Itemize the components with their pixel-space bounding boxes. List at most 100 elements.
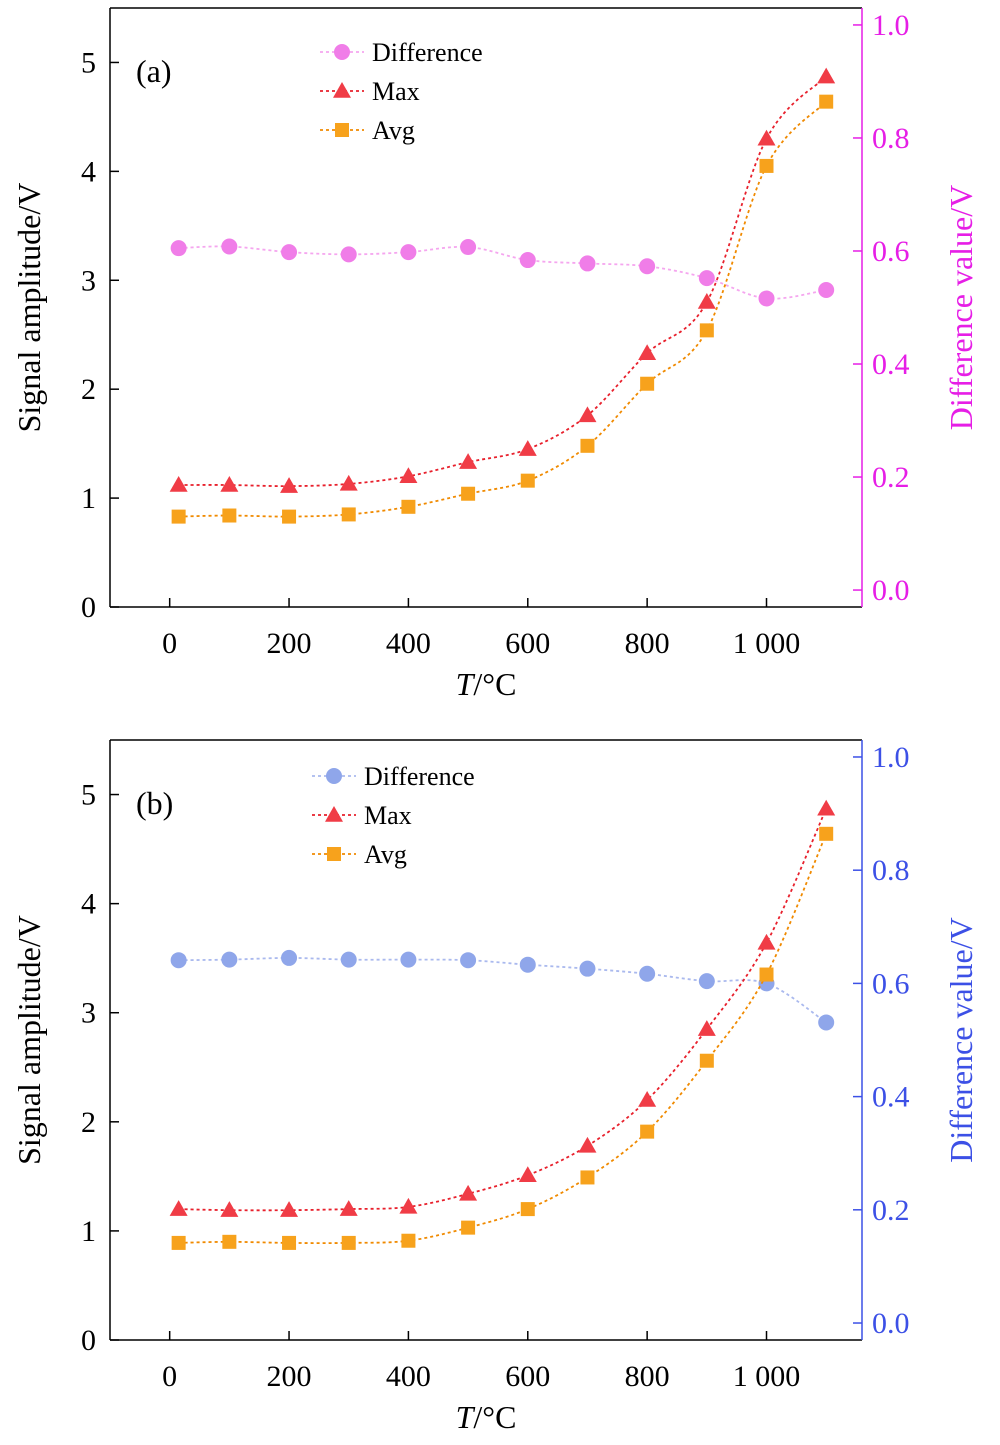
y2-tick-label: 1.0 bbox=[872, 9, 910, 42]
data-point-difference bbox=[221, 238, 238, 255]
legend-label: Difference bbox=[364, 762, 475, 791]
data-point-max bbox=[399, 467, 418, 484]
series-difference bbox=[170, 238, 835, 307]
series-avg bbox=[171, 826, 834, 1250]
y2-axis-title: Difference value/V bbox=[943, 917, 979, 1163]
data-point-max bbox=[697, 293, 716, 309]
y-tick-label: 2 bbox=[81, 1106, 96, 1139]
data-point-difference bbox=[340, 246, 357, 263]
data-point-avg bbox=[282, 509, 297, 524]
y2-tick-label: 0.4 bbox=[872, 348, 910, 381]
data-point-avg bbox=[520, 473, 535, 488]
data-point-difference bbox=[639, 258, 656, 275]
x-tick-label: 0 bbox=[162, 1360, 177, 1393]
data-point-max bbox=[169, 1200, 188, 1216]
legend-marker-max bbox=[333, 82, 351, 98]
chart-panel-b: 0 200 400 600 800 1 000 0 1 2 3 4 5 0.0 0.2 0.4 0.6 0.8 1… bbox=[11, 739, 979, 1435]
y2-tick-label: 0.8 bbox=[872, 854, 910, 887]
series-line-avg bbox=[178, 833, 828, 1245]
data-point-difference bbox=[281, 949, 298, 966]
data-point-difference bbox=[818, 281, 835, 298]
y2-axis-title: Difference value/V bbox=[943, 185, 979, 431]
data-point-max bbox=[697, 1020, 716, 1036]
data-point-avg bbox=[640, 376, 655, 391]
data-point-max bbox=[757, 129, 776, 146]
x-tick-label: 1 000 bbox=[733, 627, 801, 660]
x-tick-label: 600 bbox=[505, 627, 550, 660]
data-point-difference bbox=[579, 255, 596, 272]
y2-tick-label: 0.0 bbox=[872, 574, 910, 607]
data-point-difference bbox=[460, 952, 477, 969]
y2-tick-label: 1.0 bbox=[872, 741, 910, 774]
y-tick-label: 2 bbox=[81, 373, 96, 406]
x-tick-label: 800 bbox=[625, 1360, 670, 1393]
data-point-difference bbox=[519, 956, 536, 973]
data-point-avg bbox=[819, 94, 834, 109]
series-avg bbox=[171, 94, 834, 524]
data-point-max bbox=[280, 1201, 299, 1217]
data-point-max bbox=[518, 440, 537, 456]
data-point-avg bbox=[401, 499, 416, 514]
y2-tick-label: 0.6 bbox=[872, 967, 910, 1000]
series-line-max bbox=[178, 75, 827, 488]
data-point-max bbox=[339, 474, 358, 491]
data-point-difference bbox=[460, 239, 477, 256]
data-point-avg bbox=[282, 1235, 297, 1250]
data-point-max bbox=[578, 1136, 597, 1153]
data-point-avg bbox=[699, 323, 714, 338]
data-point-avg bbox=[759, 967, 774, 982]
data-point-avg bbox=[341, 1235, 356, 1250]
data-point-difference bbox=[170, 240, 187, 257]
y-tick-label: 5 bbox=[81, 779, 96, 812]
data-point-avg bbox=[222, 1234, 237, 1249]
data-point-avg bbox=[171, 1235, 186, 1250]
legend-label: Avg bbox=[364, 840, 407, 869]
data-point-avg bbox=[699, 1053, 714, 1068]
data-point-avg bbox=[222, 508, 237, 523]
y-tick-label: 1 bbox=[81, 1215, 96, 1248]
series-line-difference bbox=[178, 245, 827, 300]
data-point-difference bbox=[221, 951, 238, 968]
x-axis-title-italic: T bbox=[456, 1399, 476, 1435]
y2-tick-label: 0.4 bbox=[872, 1081, 910, 1114]
series-line-difference bbox=[178, 957, 827, 1024]
data-point-difference bbox=[400, 244, 417, 261]
x-axis-title-rest: /°C bbox=[473, 666, 516, 702]
data-point-max bbox=[459, 1184, 478, 1201]
data-point-max bbox=[638, 344, 657, 360]
data-point-max bbox=[638, 1091, 657, 1107]
y2-tick-label: 0.0 bbox=[872, 1307, 910, 1340]
x-tick-label: 400 bbox=[386, 1360, 431, 1393]
legend-label: Max bbox=[372, 77, 420, 106]
x-tick-label: 1 000 bbox=[733, 1360, 801, 1393]
x-axis-title: T/°C bbox=[456, 666, 517, 702]
data-point-avg bbox=[341, 507, 356, 522]
data-point-difference bbox=[818, 1014, 835, 1031]
data-point-difference bbox=[639, 965, 656, 982]
data-point-max bbox=[757, 933, 776, 950]
data-point-difference bbox=[579, 960, 596, 977]
data-point-difference bbox=[698, 973, 715, 990]
data-point-avg bbox=[819, 826, 834, 841]
y-tick-label: 4 bbox=[81, 155, 96, 188]
y-axis-title: Signal amplitude/V bbox=[11, 915, 47, 1165]
y-tick-label: 0 bbox=[81, 591, 96, 624]
x-tick-label: 0 bbox=[162, 627, 177, 660]
data-point-difference bbox=[698, 270, 715, 287]
data-point-difference bbox=[519, 252, 536, 269]
legend: Difference Max Avg bbox=[312, 762, 475, 869]
x-tick-label: 600 bbox=[505, 1360, 550, 1393]
data-point-max bbox=[817, 67, 836, 84]
y-axis-title: Signal amplitude/V bbox=[11, 183, 47, 433]
y-tick-label: 5 bbox=[81, 46, 96, 79]
data-point-max bbox=[280, 477, 299, 493]
series-max bbox=[169, 67, 836, 493]
data-point-avg bbox=[171, 509, 186, 524]
data-point-avg bbox=[580, 438, 595, 453]
data-point-avg bbox=[759, 158, 774, 173]
y-tick-label: 3 bbox=[81, 264, 96, 297]
legend-marker-avg bbox=[335, 123, 349, 137]
series-line-avg bbox=[178, 101, 827, 518]
data-point-avg bbox=[461, 486, 476, 501]
